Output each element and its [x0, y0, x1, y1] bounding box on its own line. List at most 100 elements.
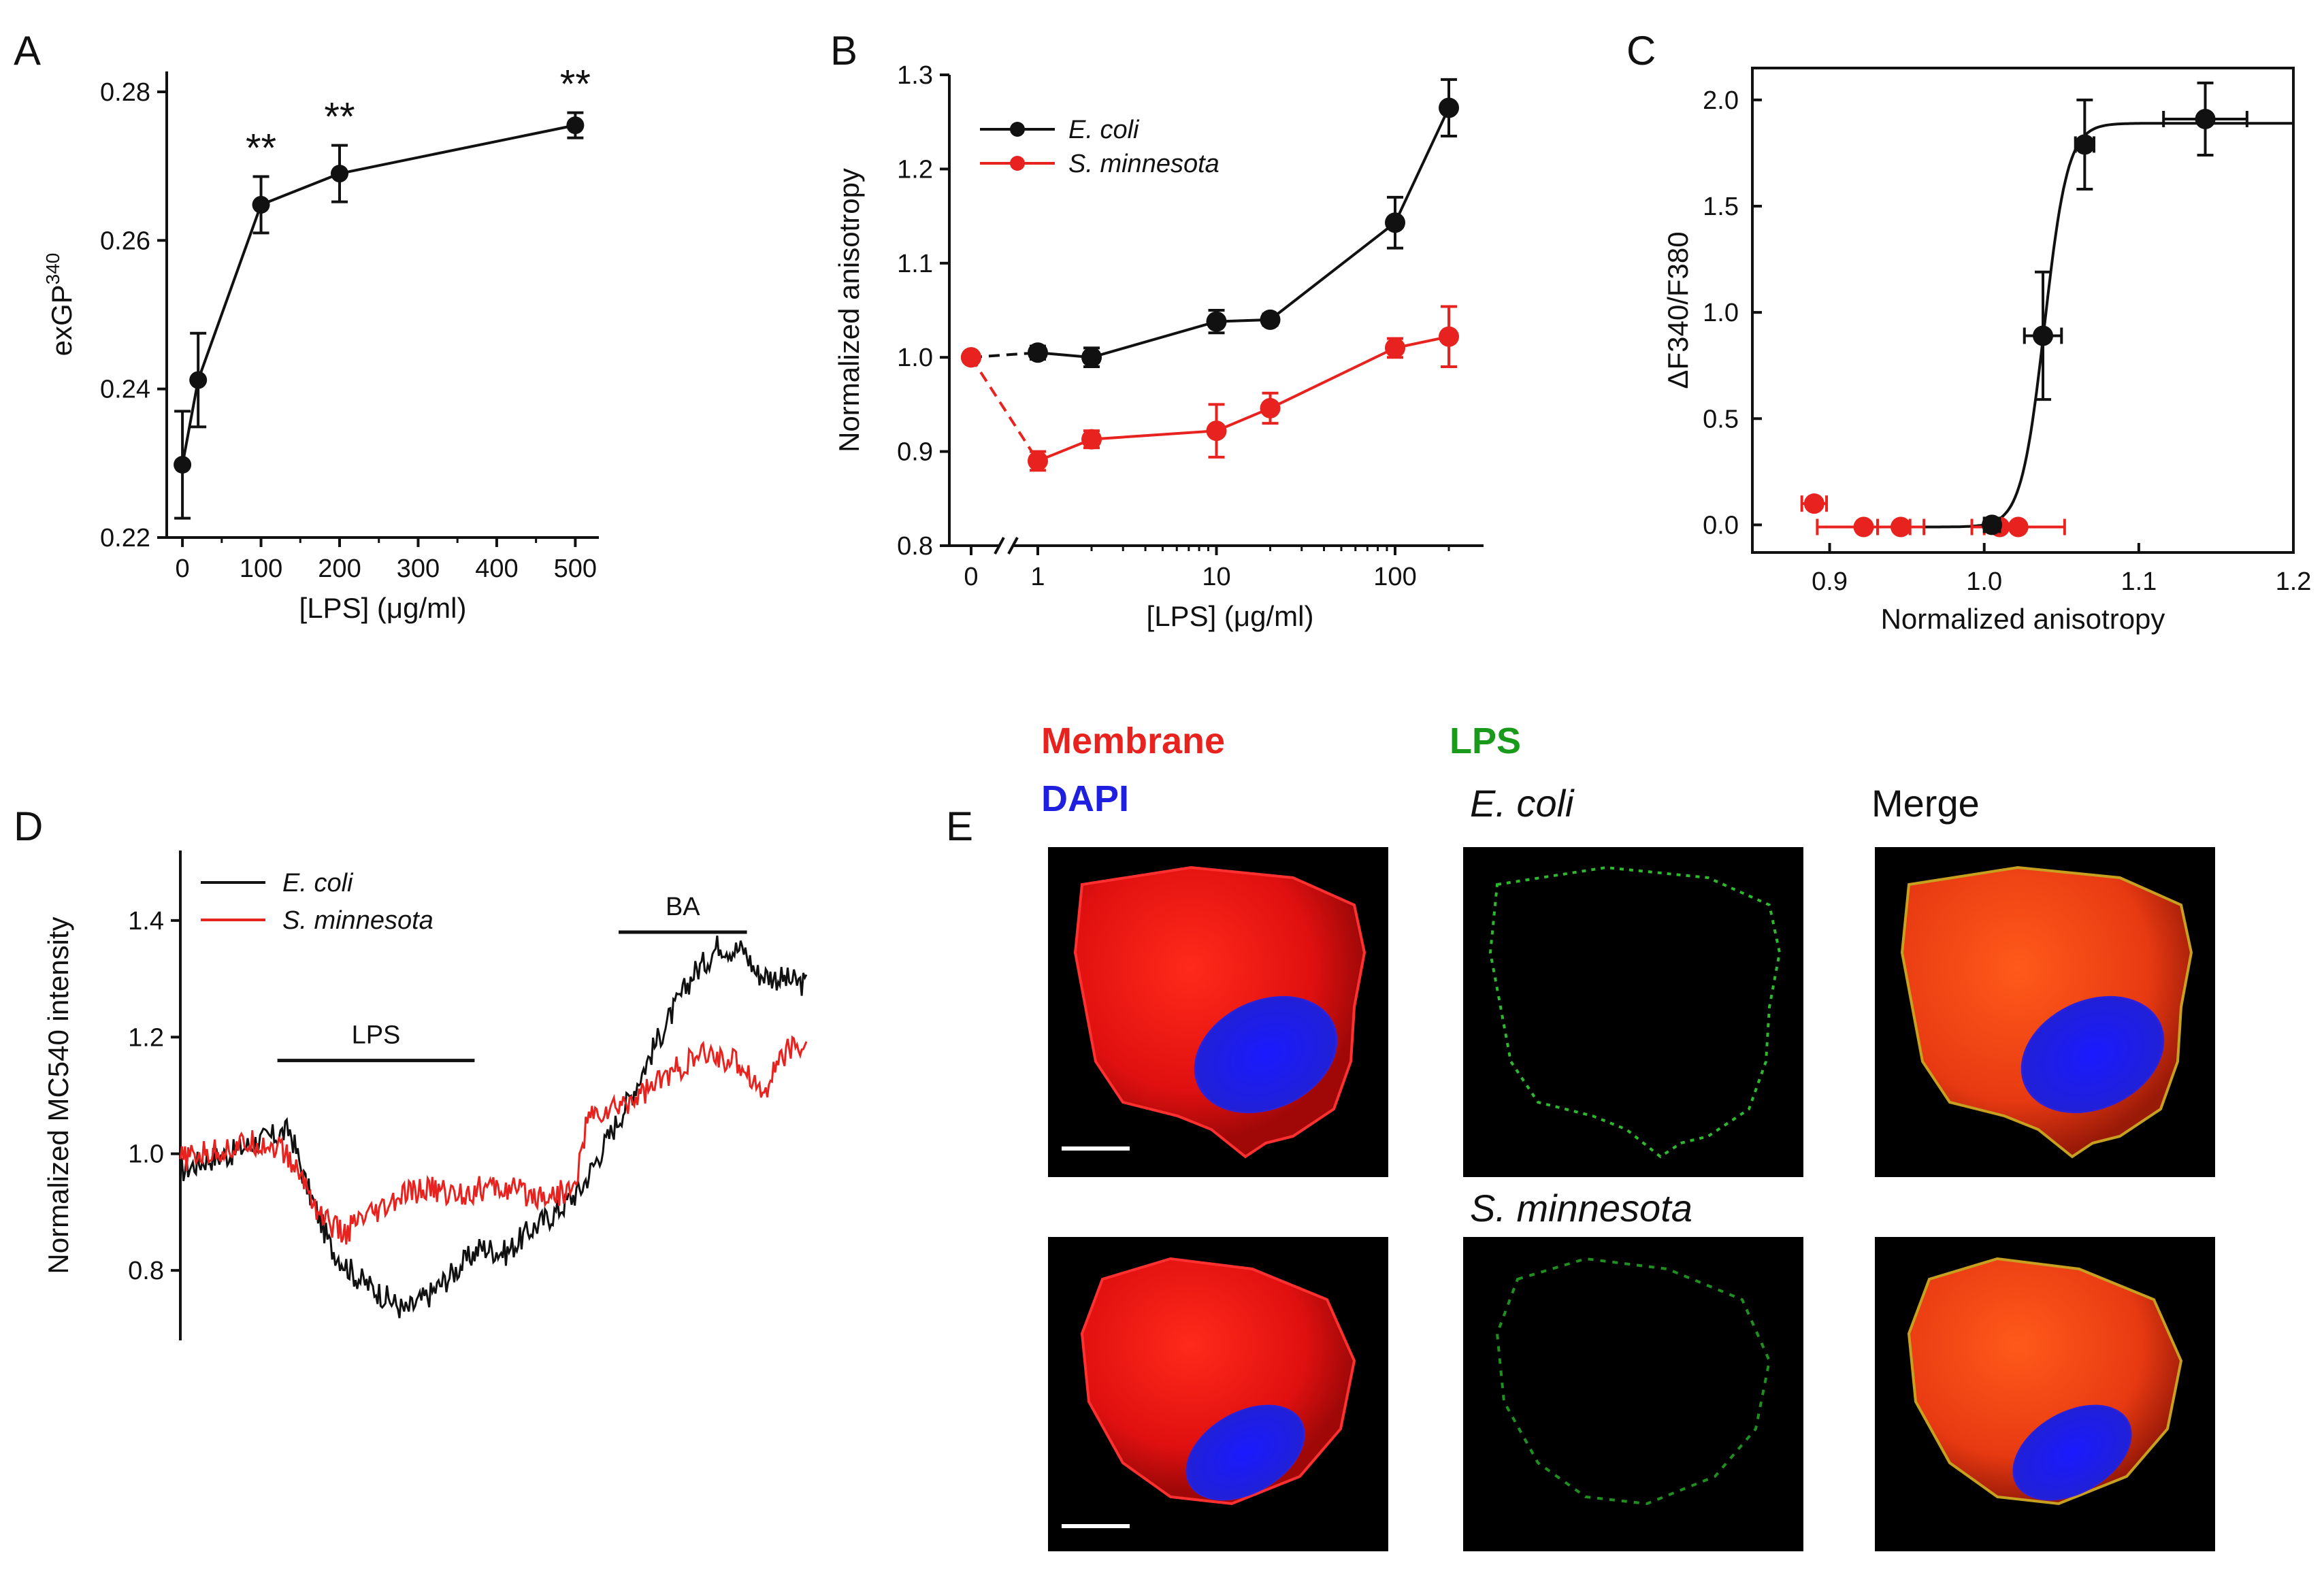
- data-point: [961, 347, 981, 368]
- data-point: [1853, 516, 1874, 538]
- plot-frame: [1751, 67, 2295, 554]
- legend-marker: [1010, 156, 1025, 171]
- y-tick-label: 1.0: [897, 344, 933, 372]
- chart-d: 0.8 1.0 1.2 1.4 Normalized MC540 intensity LP…: [42, 850, 808, 1340]
- data-point: [1803, 493, 1824, 514]
- y-tick-label: 0.8: [128, 1257, 164, 1285]
- y-tick-label: 1.1: [897, 250, 933, 278]
- y-tick-label: 1.5: [1703, 193, 1739, 221]
- data-point: [1385, 337, 1405, 359]
- y-tick-label: 1.2: [897, 155, 933, 184]
- x-tick-label: 1.1: [2121, 567, 2157, 596]
- data-point: [2033, 325, 2054, 346]
- y-tick-label: 0.26: [100, 227, 150, 255]
- axis-break: [994, 537, 1005, 555]
- x-tick-label: 0.9: [1812, 567, 1848, 596]
- y-tick-label: 0.22: [100, 524, 150, 552]
- x-tick-label: 100: [1373, 563, 1416, 591]
- panel-label-e: E: [946, 804, 973, 849]
- data-point: [1260, 309, 1281, 330]
- treatment-label: LPS: [352, 1021, 401, 1050]
- legend-label: S. minnesota: [1068, 150, 1220, 178]
- data-point: [1260, 397, 1281, 418]
- y-tick-label: 0.8: [897, 532, 933, 561]
- y-tick-label: 0.24: [100, 376, 150, 404]
- data-point: [2074, 134, 2095, 155]
- data-point: [2008, 516, 2029, 538]
- panel-label-a: A: [14, 28, 41, 73]
- significance-label: **: [324, 95, 355, 139]
- data-point: [1439, 326, 1460, 347]
- label-ecoli: E. coli: [1470, 782, 1575, 825]
- trace-sminnesota: [179, 1035, 808, 1245]
- legend-label: E. coli: [1068, 116, 1140, 144]
- legend-label: E. coli: [282, 869, 354, 897]
- data-point: [1982, 514, 2003, 535]
- label-dapi: DAPI: [1041, 778, 1129, 819]
- x-tick-label: 400: [475, 555, 518, 583]
- y-tick-label: 0.9: [897, 438, 933, 467]
- image-membrane-dapi-ecoli: [1048, 847, 1388, 1177]
- x-tick-label: 1.0: [1966, 567, 2002, 596]
- label-lps: LPS: [1450, 721, 1521, 761]
- data-point: [566, 116, 585, 135]
- axis-break: [1007, 537, 1019, 555]
- y-tick-label: 0.5: [1703, 405, 1739, 433]
- y-tick-label: 1.0: [128, 1140, 164, 1169]
- image-merge-sminnesota: [1875, 1237, 2215, 1551]
- x-tick-label: 0: [176, 555, 190, 583]
- treatment-label: BA: [666, 893, 700, 921]
- series-line: [1037, 107, 1450, 359]
- trace-ecoli: [179, 936, 808, 1319]
- label-sminnesota: S. minnesota: [1470, 1187, 1692, 1229]
- x-tick-label: 1: [1030, 563, 1045, 591]
- legend-marker: [1010, 122, 1025, 137]
- y-tick-label: 1.2: [128, 1023, 164, 1052]
- data-point: [331, 165, 348, 183]
- x-tick-label: 200: [318, 555, 361, 583]
- panel-label-c: C: [1626, 28, 1656, 73]
- label-merge: Merge: [1871, 782, 1980, 825]
- y-axis-label: Normalized anisotropy: [833, 168, 865, 452]
- series-line-break: [970, 351, 1038, 359]
- y-tick-label: 2.0: [1703, 86, 1739, 115]
- x-tick-label: 100: [240, 555, 282, 583]
- y-tick-label: 0.0: [1703, 511, 1739, 540]
- image-membrane-dapi-sminnesota: [1048, 1237, 1388, 1551]
- x-tick-label: 300: [397, 555, 440, 583]
- y-axis-label: exGP340: [42, 253, 78, 357]
- chart-c: 0.0 0.5 1.0 1.5 2.0 0.9 1.0 1.1 1.2 Normalized an…: [1662, 67, 2312, 635]
- series-line-break: [970, 357, 1039, 462]
- data-point: [174, 456, 192, 474]
- legend-label: S. minnesota: [282, 906, 433, 935]
- chart-a: 0.22 0.24 0.26 0.28 0 100 200 300 400 500 [LPS] (μ…: [42, 63, 599, 624]
- fit-curve: [1829, 122, 2293, 529]
- significance-label: **: [246, 126, 276, 170]
- x-axis-label: [LPS] (μg/ml): [299, 592, 467, 624]
- panel-label-d: D: [14, 804, 43, 849]
- series-line: [181, 124, 576, 465]
- data-point: [1081, 429, 1102, 450]
- y-tick-label: 0.28: [100, 78, 150, 107]
- data-point: [2195, 108, 2216, 129]
- y-tick-label: 1.3: [897, 61, 933, 90]
- data-point: [1206, 311, 1227, 332]
- x-axis-label: Normalized anisotropy: [1881, 603, 2165, 635]
- data-point: [1385, 212, 1405, 233]
- data-point: [1891, 516, 1912, 538]
- data-point: [1206, 420, 1227, 442]
- image-merge-ecoli: [1875, 847, 2215, 1177]
- data-point: [1439, 97, 1460, 118]
- x-tick-label: 10: [1202, 563, 1230, 591]
- data-point: [1081, 347, 1102, 368]
- y-tick-label: 1.0: [1703, 299, 1739, 327]
- x-tick-label: 0: [964, 563, 978, 591]
- data-point: [1028, 450, 1048, 472]
- x-tick-label: 1.2: [2276, 567, 2312, 596]
- significance-label: **: [560, 63, 591, 107]
- image-lps-sminnesota: [1463, 1237, 1803, 1551]
- x-tick-label: 500: [554, 555, 597, 583]
- y-tick-label: 1.4: [128, 907, 164, 936]
- data-point: [1028, 342, 1048, 363]
